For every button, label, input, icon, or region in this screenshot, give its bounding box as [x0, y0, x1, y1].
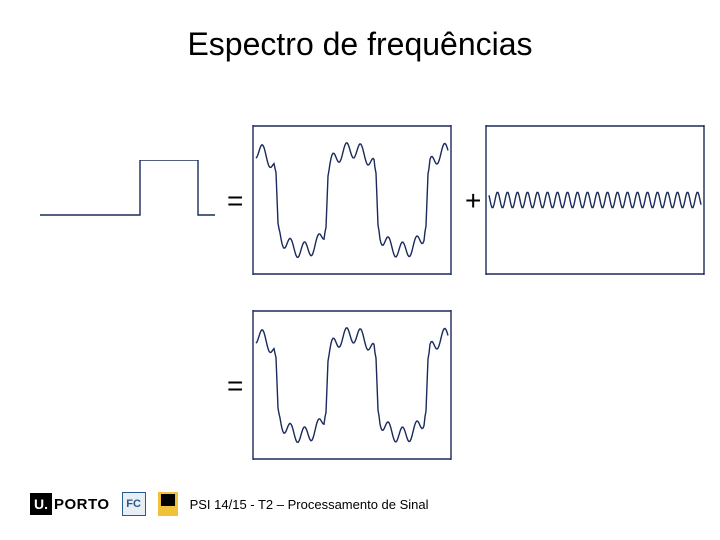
fundamental-plot: [252, 125, 452, 275]
footer: U. PORTO FC PSI 14/15 - T2 – Processamen…: [30, 492, 429, 516]
footer-text: PSI 14/15 - T2 – Processamento de Sinal: [190, 497, 429, 512]
uporto-text: PORTO: [54, 496, 110, 513]
page-title: Espectro de frequências: [0, 26, 720, 63]
high-freq-plot: [485, 125, 705, 275]
feup-logo-icon: [158, 492, 178, 516]
plus: +: [465, 185, 481, 217]
equals-1: =: [227, 185, 243, 217]
slide: Espectro de frequências = + = U. PORTO F…: [0, 0, 720, 540]
fc-logo-icon: FC: [122, 492, 146, 516]
rect-pulse-plot: [40, 160, 215, 240]
equals-2: =: [227, 370, 243, 402]
uporto-u-icon: U.: [30, 493, 52, 515]
uporto-logo: U. PORTO: [30, 493, 110, 515]
sum-plot: [252, 310, 452, 460]
